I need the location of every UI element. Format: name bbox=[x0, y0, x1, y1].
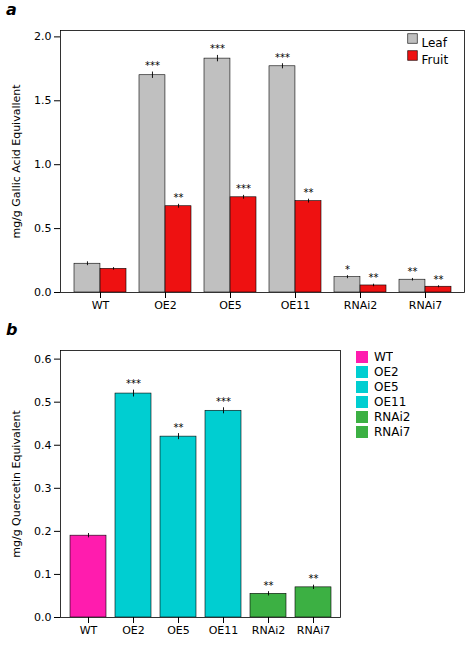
svg-text:***: *** bbox=[275, 52, 290, 63]
html-text:OE11: OE11 bbox=[374, 395, 407, 409]
svg-text:***: *** bbox=[126, 378, 141, 389]
svg-text:**: ** bbox=[174, 192, 184, 203]
svg-text:OE5: OE5 bbox=[219, 299, 242, 312]
svg-text:**: ** bbox=[304, 187, 314, 198]
svg-text:1.0: 1.0 bbox=[34, 158, 52, 171]
html-text:WT: WT bbox=[374, 350, 394, 364]
html-text:RNAi2: RNAi2 bbox=[374, 410, 411, 424]
svg-text:OE2: OE2 bbox=[154, 299, 177, 312]
svg-text:***: *** bbox=[236, 183, 251, 194]
svg-text:**: ** bbox=[264, 580, 274, 591]
svg-text:RNAi2: RNAi2 bbox=[252, 624, 285, 637]
html-text:OE2: OE2 bbox=[374, 365, 399, 379]
html-text:b: b bbox=[6, 320, 18, 339]
svg-text:RNAi7: RNAi7 bbox=[297, 624, 330, 637]
html-text:RNAi7: RNAi7 bbox=[374, 425, 411, 439]
svg-text:*: * bbox=[345, 264, 350, 275]
svg-text:**: ** bbox=[407, 266, 417, 277]
svg-text:0.2: 0.2 bbox=[34, 525, 52, 538]
svg-text:**: ** bbox=[174, 422, 184, 433]
svg-text:2.0: 2.0 bbox=[34, 30, 52, 43]
svg-text:Leaf: Leaf bbox=[422, 36, 448, 50]
svg-text:1.5: 1.5 bbox=[34, 94, 52, 107]
svg-text:WT: WT bbox=[92, 299, 110, 312]
svg-text:0.3: 0.3 bbox=[34, 482, 52, 495]
svg-text:0.5: 0.5 bbox=[34, 396, 52, 409]
svg-text:OE11: OE11 bbox=[281, 299, 311, 312]
svg-text:***: *** bbox=[145, 60, 160, 71]
svg-text:0.6: 0.6 bbox=[34, 353, 52, 366]
svg-text:mg/g Quercetin Equivalent: mg/g Quercetin Equivalent bbox=[10, 410, 23, 558]
svg-text:OE5: OE5 bbox=[167, 624, 190, 637]
svg-text:Fruit: Fruit bbox=[422, 53, 449, 67]
svg-text:RNAi7: RNAi7 bbox=[409, 299, 442, 312]
html-text:a: a bbox=[6, 0, 17, 19]
svg-text:mg/g Gallic Acid Equivallent: mg/g Gallic Acid Equivallent bbox=[10, 84, 23, 239]
svg-text:0.5: 0.5 bbox=[34, 222, 52, 235]
svg-text:RNAi2: RNAi2 bbox=[344, 299, 377, 312]
svg-text:0.4: 0.4 bbox=[34, 439, 52, 452]
svg-text:WT: WT bbox=[80, 624, 98, 637]
svg-text:OE2: OE2 bbox=[122, 624, 145, 637]
svg-text:***: *** bbox=[216, 396, 231, 407]
svg-text:0.1: 0.1 bbox=[34, 568, 52, 581]
svg-text:0.0: 0.0 bbox=[34, 611, 52, 624]
svg-text:**: ** bbox=[369, 272, 379, 283]
svg-text:OE11: OE11 bbox=[209, 624, 239, 637]
svg-text:***: *** bbox=[210, 43, 225, 54]
svg-text:0.0: 0.0 bbox=[34, 286, 52, 299]
svg-text:**: ** bbox=[309, 573, 319, 584]
html-text:OE5: OE5 bbox=[374, 380, 399, 394]
svg-text:**: ** bbox=[434, 274, 444, 285]
